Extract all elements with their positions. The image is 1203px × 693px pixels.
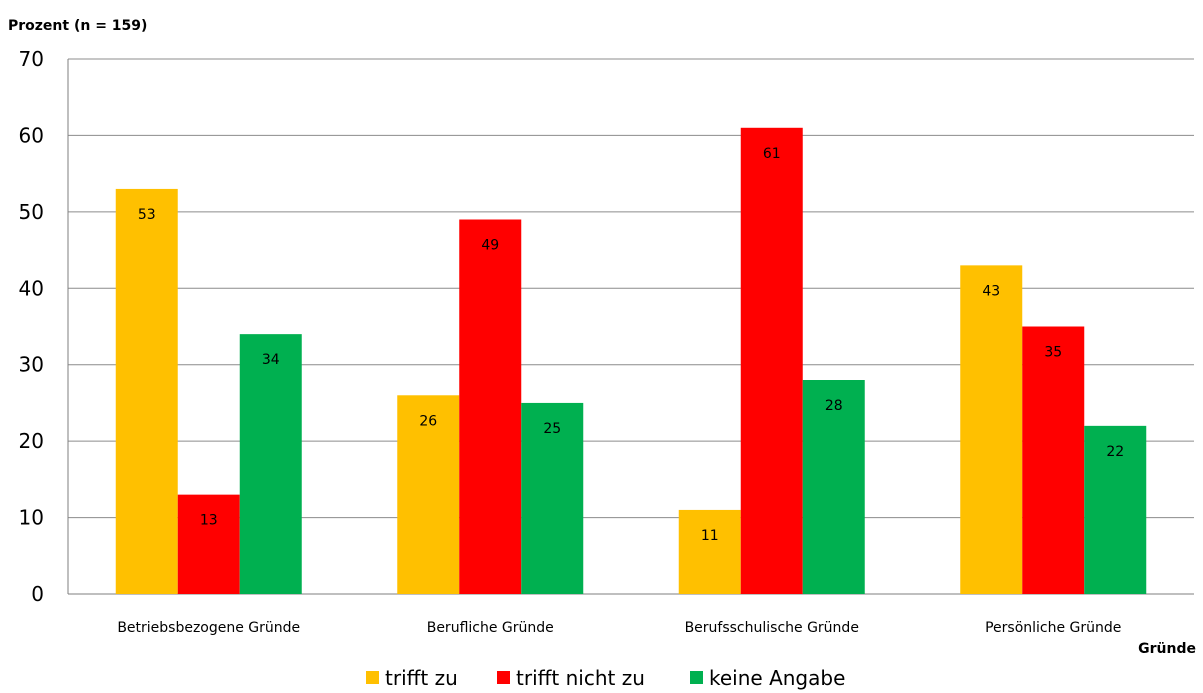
bar (1022, 326, 1085, 594)
data-label: 61 (763, 146, 781, 162)
y-axis-title: Prozent (n = 159) (8, 18, 147, 34)
y-tick-label: 0 (31, 582, 44, 606)
legend-swatch (366, 671, 379, 684)
x-axis-title: Gründe (1138, 641, 1196, 657)
x-tick-label: Persönliche Gründe (985, 620, 1121, 636)
data-label: 35 (1044, 345, 1062, 361)
legend-label: trifft nicht zu (516, 666, 645, 690)
y-tick-label: 70 (19, 47, 44, 71)
bar (239, 334, 302, 594)
y-tick-label: 10 (19, 506, 44, 530)
bars (115, 127, 1147, 595)
data-label: 43 (982, 283, 1000, 299)
bar (802, 380, 865, 594)
y-axis-ticks: 0 10 20 30 40 50 60 70 (19, 47, 44, 606)
y-tick-label: 20 (19, 429, 44, 453)
legend: trifft zu trifft nicht zu keine Angabe (366, 666, 845, 690)
bar (521, 402, 584, 594)
bar (740, 127, 803, 595)
data-label: 11 (701, 528, 719, 544)
data-label: 53 (138, 207, 156, 223)
data-label: 34 (262, 352, 280, 368)
x-tick-label: Betriebsbezogene Gründe (117, 620, 300, 636)
y-tick-label: 40 (19, 276, 44, 300)
data-label: 26 (419, 413, 437, 429)
bar (115, 188, 178, 594)
x-tick-label: Berufliche Gründe (427, 620, 554, 636)
y-tick-label: 50 (19, 200, 44, 224)
legend-label: keine Angabe (709, 666, 845, 690)
data-label: 22 (1106, 444, 1124, 460)
data-label: 28 (825, 398, 843, 414)
x-tick-label: Berufsschulische Gründe (685, 620, 859, 636)
bar (960, 265, 1023, 594)
legend-swatch (690, 671, 703, 684)
bar (459, 219, 522, 594)
x-axis-ticks: Betriebsbezogene Gründe Berufliche Gründe… (117, 620, 1121, 636)
y-tick-label: 60 (19, 123, 44, 147)
bar (177, 494, 240, 594)
legend-label: trifft zu (385, 666, 458, 690)
bar (1084, 425, 1147, 594)
data-label: 13 (200, 513, 218, 529)
data-label: 49 (481, 238, 499, 254)
data-label: 25 (543, 421, 561, 437)
y-tick-label: 30 (19, 353, 44, 377)
legend-swatch (497, 671, 510, 684)
bar (397, 395, 460, 594)
data-labels: 53 13 34 26 49 25 11 61 28 43 35 22 (138, 146, 1124, 544)
bar (678, 509, 741, 594)
